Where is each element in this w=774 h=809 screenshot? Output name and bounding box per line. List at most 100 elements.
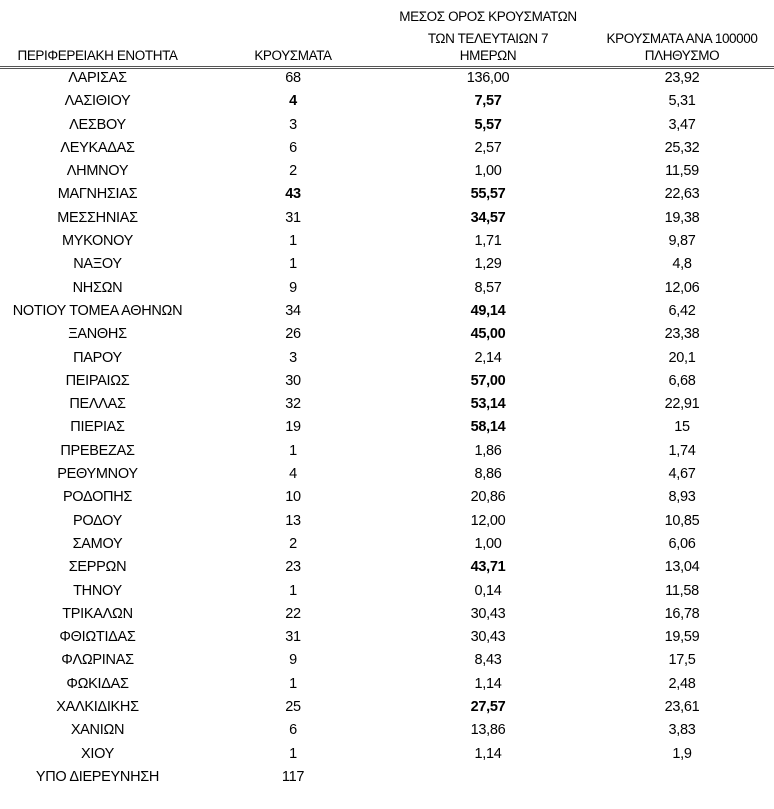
avg7-cell: 8,43 (474, 652, 502, 669)
region-cell: ΠΙΕΡΙΑΣ (70, 419, 125, 436)
region-cell: ΧΙΟΥ (81, 745, 114, 762)
avg7-cell: 45,00 (470, 326, 506, 343)
region-cell: ΡΕΘΥΜΝΟΥ (57, 466, 138, 483)
cases-cell: 6 (289, 722, 297, 739)
cases-cell: 31 (285, 629, 301, 646)
per100k-cell: 9,87 (668, 233, 696, 250)
avg7-cell: 5,57 (474, 116, 502, 133)
cases-cell: 19 (285, 419, 301, 436)
avg7-cell: 0,14 (474, 582, 502, 599)
per100k-cell: 25,32 (664, 139, 700, 156)
per100k-cell: 23,38 (664, 326, 700, 343)
cases-cell: 4 (289, 466, 297, 483)
region-cell: ΤΗΝΟΥ (73, 582, 122, 599)
table-row: ΝΟΤΙΟΥ ΤΟΜΕΑ ΑΘΗΝΩΝ 34 49,14 6,42 (0, 300, 774, 323)
per100k-cell: 16,78 (664, 605, 700, 622)
region-cell: ΛΑΣΙΘΙΟΥ (64, 93, 131, 110)
per100k-cell: 1,74 (668, 442, 696, 459)
per100k-cell: 23,92 (664, 70, 700, 86)
avg7-cell: 1,29 (474, 256, 502, 273)
per100k-cell: 12,06 (664, 279, 700, 296)
avg7-cell: 53,14 (470, 396, 506, 413)
avg7-cell: 7,57 (474, 93, 502, 110)
per100k-cell: 6,06 (668, 535, 696, 552)
avg7-cell: 34,57 (470, 209, 506, 226)
table-row: ΧΑΛΚΙΔΙΚΗΣ 25 27,57 23,61 (0, 696, 774, 719)
header-region: ΠΕΡΙΦΕΡΕΙΑΚΗ ΕΝΟΤΗΤΑ (0, 47, 195, 64)
per100k-cell: 4,67 (668, 466, 696, 483)
cases-cell: 23 (285, 559, 301, 576)
avg7-cell: 8,57 (474, 279, 502, 296)
cases-cell: 34 (285, 302, 301, 319)
cases-cell: 4 (289, 93, 297, 110)
cases-cell: 13 (285, 512, 301, 529)
per100k-cell: 22,91 (664, 396, 700, 413)
table-row: ΦΩΚΙΔΑΣ 1 1,14 2,48 (0, 673, 774, 696)
per100k-cell: 20,1 (668, 349, 696, 366)
cases-cell: 31 (285, 209, 301, 226)
per100k-cell: 3,83 (668, 722, 696, 739)
avg7-cell: 2,14 (474, 349, 502, 366)
table-row: ΜΑΓΝΗΣΙΑΣ 43 55,57 22,63 (0, 183, 774, 206)
table-row: ΤΗΝΟΥ 1 0,14 11,58 (0, 580, 774, 603)
table-row: ΠΡΕΒΕΖΑΣ 1 1,86 1,74 (0, 440, 774, 463)
region-cell: ΡΟΔΟΠΗΣ (62, 489, 133, 506)
avg7-cell: 13,86 (470, 722, 506, 739)
region-cell: ΣΕΡΡΩΝ (68, 559, 127, 576)
table-row: ΡΕΘΥΜΝΟΥ 4 8,86 4,67 (0, 463, 774, 486)
per100k-cell: 19,59 (664, 629, 700, 646)
region-cell: ΝΗΣΩΝ (72, 279, 123, 296)
table-row: ΧΑΝΙΩΝ 6 13,86 3,83 (0, 719, 774, 742)
table-row: ΛΑΣΙΘΙΟΥ 4 7,57 5,31 (0, 90, 774, 113)
region-cell: ΠΕΛΛΑΣ (69, 396, 126, 413)
table-header: ΠΕΡΙΦΕΡΕΙΑΚΗ ΕΝΟΤΗΤΑ ΚΡΟΥΣΜΑΤΑ ΜΕΣΟΣ ΟΡΟ… (0, 0, 774, 69)
region-cell: ΧΑΛΚΙΔΙΚΗΣ (56, 699, 139, 716)
cases-cell: 32 (285, 396, 301, 413)
per100k-cell: 4,8 (672, 256, 692, 273)
avg7-cell: 1,86 (474, 442, 502, 459)
cases-cell: 6 (289, 139, 297, 156)
cases-cell: 2 (289, 163, 297, 180)
avg7-cell: 1,00 (474, 535, 502, 552)
region-cell: ΜΥΚΟΝΟΥ (61, 233, 134, 250)
cases-cell: 68 (285, 70, 301, 86)
avg7-cell: 30,43 (470, 629, 506, 646)
region-cell: ΠΕΙΡΑΙΩΣ (65, 372, 130, 389)
region-cell: ΞΑΝΘΗΣ (68, 326, 127, 343)
header-per100k-line1: ΚΡΟΥΣΜΑΤΑ ΑΝΑ 100000 (606, 31, 758, 46)
cases-cell: 1 (289, 745, 297, 762)
table-row: ΠΕΛΛΑΣ 32 53,14 22,91 (0, 393, 774, 416)
cases-cell: 30 (285, 372, 301, 389)
table-row: ΜΥΚΟΝΟΥ 1 1,71 9,87 (0, 230, 774, 253)
header-avg7-line1: ΜΕΣΟΣ ΟΡΟΣ ΚΡΟΥΣΜΑΤΩΝ (399, 9, 577, 24)
cases-cell: 3 (289, 116, 297, 133)
table-row: ΠΕΙΡΑΙΩΣ 30 57,00 6,68 (0, 370, 774, 393)
table-row: ΧΙΟΥ 1 1,14 1,9 (0, 743, 774, 766)
header-per100k-line2: ΠΛΗΘΥΣΜΟ (644, 48, 720, 63)
region-cell: ΝΟΤΙΟΥ ΤΟΜΕΑ ΑΘΗΝΩΝ (12, 302, 183, 319)
table-row: ΛΕΣΒΟΥ 3 5,57 3,47 (0, 114, 774, 137)
avg7-cell: 1,14 (474, 675, 502, 692)
avg7-cell: 49,14 (470, 302, 506, 319)
table-row: ΣΑΜΟΥ 2 1,00 6,06 (0, 533, 774, 556)
cases-cell: 9 (289, 279, 297, 296)
avg7-cell: 27,57 (470, 699, 506, 716)
table-row: ΡΟΔΟΥ 13 12,00 10,85 (0, 510, 774, 533)
per100k-cell: 15 (674, 419, 690, 436)
region-cell: ΛΑΡΙΣΑΣ (68, 70, 127, 86)
per100k-cell: 1,9 (672, 745, 692, 762)
table-row: ΡΟΔΟΠΗΣ 10 20,86 8,93 (0, 486, 774, 509)
cases-cell: 1 (289, 256, 297, 273)
table-row: ΛΑΡΙΣΑΣ 68 136,00 23,92 (0, 67, 774, 90)
table-row: ΤΡΙΚΑΛΩΝ 22 30,43 16,78 (0, 603, 774, 626)
per100k-cell: 3,47 (668, 116, 696, 133)
region-cell: ΦΘΙΩΤΙΔΑΣ (59, 629, 136, 646)
avg7-cell: 55,57 (470, 186, 506, 203)
cases-cell: 1 (289, 582, 297, 599)
cases-cell: 2 (289, 535, 297, 552)
avg7-cell: 8,86 (474, 466, 502, 483)
table-row: ΦΛΩΡΙΝΑΣ 9 8,43 17,5 (0, 649, 774, 672)
avg7-cell: 1,14 (474, 745, 502, 762)
cases-cell: 10 (285, 489, 301, 506)
avg7-cell: 2,57 (474, 139, 502, 156)
